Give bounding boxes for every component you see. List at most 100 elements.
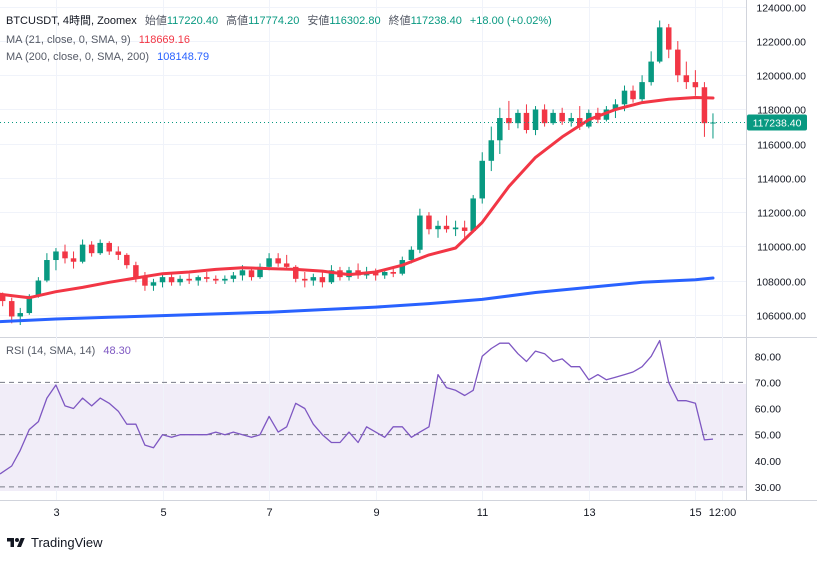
- tradingview-logo-text: TradingView: [31, 535, 103, 550]
- candle-body: [648, 61, 654, 83]
- candle-body: [515, 112, 521, 124]
- candle-body: [257, 266, 263, 278]
- ma21-legend[interactable]: MA (21, close, 0, SMA, 9) 118669.16: [6, 33, 195, 47]
- candle-body: [417, 215, 423, 250]
- rsi-band-fill: [0, 384, 746, 491]
- candle-body: [497, 118, 503, 141]
- candle-body: [168, 277, 175, 283]
- rsi-value: 48.30: [103, 345, 131, 357]
- price-tick-label: 112000.00: [757, 208, 806, 220]
- candle-body: [630, 90, 636, 100]
- candle-body: [230, 275, 237, 279]
- candle-body: [142, 277, 148, 286]
- candle-body: [328, 270, 335, 283]
- candle-body: [639, 82, 645, 100]
- lines-layer: [0, 96, 746, 324]
- change-value: +18.00 (+0.02%): [469, 15, 552, 27]
- tradingview-logo-icon: [7, 537, 25, 547]
- low-label: 安値: [307, 15, 330, 27]
- candle-body: [53, 251, 59, 261]
- candle-body: [97, 242, 103, 254]
- time-tick-label: 12:00: [709, 507, 737, 519]
- rsi-tick-label: 30.00: [755, 482, 781, 494]
- candle-body: [541, 109, 548, 124]
- candle-body: [665, 27, 672, 50]
- candle-body: [124, 254, 130, 266]
- price-tick-label: 106000.00: [756, 311, 806, 323]
- candle-body: [62, 251, 68, 259]
- rsi-line: [0, 339, 714, 475]
- candle-body: [692, 82, 699, 88]
- rsi-tick-label: 60.00: [755, 404, 781, 416]
- ma200-value: 108148.79: [157, 51, 210, 63]
- candle-body: [683, 75, 690, 83]
- low-value: 116302.80: [329, 15, 381, 27]
- candle-body: [26, 295, 33, 314]
- candle-body: [506, 118, 512, 124]
- candle-body: [550, 112, 556, 124]
- candle-body: [115, 251, 122, 255]
- ma21-label: MA (21, close, 0, SMA, 9): [6, 34, 131, 46]
- candle-body: [488, 140, 495, 161]
- candle-body: [408, 249, 415, 261]
- close-label: 終値: [388, 15, 411, 27]
- ma21-line: [0, 96, 715, 300]
- candle-body: [266, 258, 272, 267]
- candle-body: [656, 27, 663, 62]
- high-value: 117774.20: [248, 15, 300, 27]
- rsi-tick-label: 40.00: [755, 456, 781, 468]
- candle-body: [8, 301, 15, 317]
- open-value: 117220.40: [166, 15, 219, 27]
- candle-body: [426, 215, 432, 230]
- candle-body: [213, 278, 219, 281]
- candle-body: [559, 112, 565, 122]
- ma200-label: MA (200, close, 0, SMA, 200): [6, 51, 150, 63]
- price-tick-label: 120000.00: [756, 71, 806, 83]
- candle-body: [239, 270, 246, 276]
- rsi-label: RSI (14, SMA, 14): [6, 345, 96, 357]
- time-tick-label: 15: [689, 507, 701, 519]
- rsi-tick-label: 50.00: [755, 430, 781, 442]
- tradingview-logo[interactable]: TradingView: [6, 535, 103, 550]
- candle-body: [603, 109, 610, 120]
- close-value: 117238.40: [410, 15, 462, 27]
- time-tick-label: 11: [477, 507, 488, 519]
- candle-body: [292, 266, 299, 279]
- candle-body: [532, 109, 539, 131]
- candle-body: [133, 265, 139, 278]
- price-tick-label: 122000.00: [756, 37, 806, 49]
- candle-body: [275, 258, 281, 264]
- candles-layer: [0, 20, 716, 326]
- time-tick-label: 9: [373, 507, 379, 519]
- ma200-legend[interactable]: MA (200, close, 0, SMA, 200) 108148.79: [6, 50, 214, 64]
- symbol-legend[interactable]: BTCUSDT, 4時間, Zoomex 始値117220.40 高値11777…: [6, 14, 557, 28]
- candle-body: [612, 104, 619, 110]
- price-tick-label: 118000.00: [757, 105, 806, 117]
- candle-body: [222, 278, 228, 281]
- grid-layer: [0, 0, 746, 500]
- time-tick-label: 5: [160, 507, 166, 519]
- high-label: 高値: [226, 15, 249, 27]
- rsi-legend[interactable]: RSI (14, SMA, 14) 48.30: [6, 344, 136, 358]
- candle-body: [390, 271, 397, 274]
- price-tick-label: 110000.00: [757, 242, 806, 254]
- candle-body: [44, 260, 50, 281]
- candle-body: [17, 313, 24, 317]
- candle-body: [195, 277, 201, 281]
- candle-body: [621, 90, 628, 105]
- ma21-value: 118669.16: [138, 34, 190, 46]
- ma200-line: [0, 276, 715, 324]
- price-tick-label: 114000.00: [757, 174, 806, 186]
- candle-body: [523, 112, 530, 131]
- candle-body: [381, 271, 388, 276]
- candle-body: [435, 225, 441, 230]
- candle-body: [701, 87, 708, 124]
- price-tick-label: 108000.00: [756, 277, 806, 289]
- symbol-name[interactable]: BTCUSDT, 4時間, Zoomex: [6, 15, 137, 27]
- candle-body: [302, 278, 308, 281]
- rsi-layer: [0, 339, 746, 488]
- candle-body: [319, 277, 326, 283]
- time-tick-label: 3: [53, 507, 59, 519]
